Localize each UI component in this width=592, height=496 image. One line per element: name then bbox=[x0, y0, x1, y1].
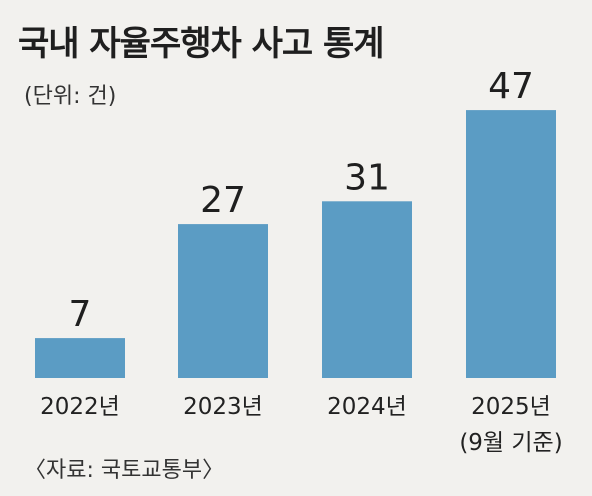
value-label-2025년: 47 bbox=[488, 66, 534, 107]
bar-2022년 bbox=[35, 338, 125, 378]
bar-2024년 bbox=[322, 201, 412, 378]
category-label-2023년: 2023년 bbox=[183, 394, 263, 420]
category-label-2025년: 2025년 bbox=[471, 394, 551, 420]
value-label-2022년: 7 bbox=[69, 294, 92, 335]
chart-title: 국내 자율주행차 사고 통계 bbox=[18, 24, 385, 64]
category-label-2022년: 2022년 bbox=[40, 394, 120, 420]
value-label-2023년: 27 bbox=[200, 180, 246, 221]
source-note: 〈자료: 국토교통부〉 bbox=[24, 458, 225, 483]
category-note-2025년: (9월 기준) bbox=[459, 430, 562, 456]
unit-label: (단위: 건) bbox=[24, 84, 117, 109]
category-label-2024년: 2024년 bbox=[327, 394, 407, 420]
bar-2023년 bbox=[178, 224, 268, 378]
bar-2025년 bbox=[466, 110, 556, 378]
value-label-2024년: 31 bbox=[344, 157, 390, 198]
